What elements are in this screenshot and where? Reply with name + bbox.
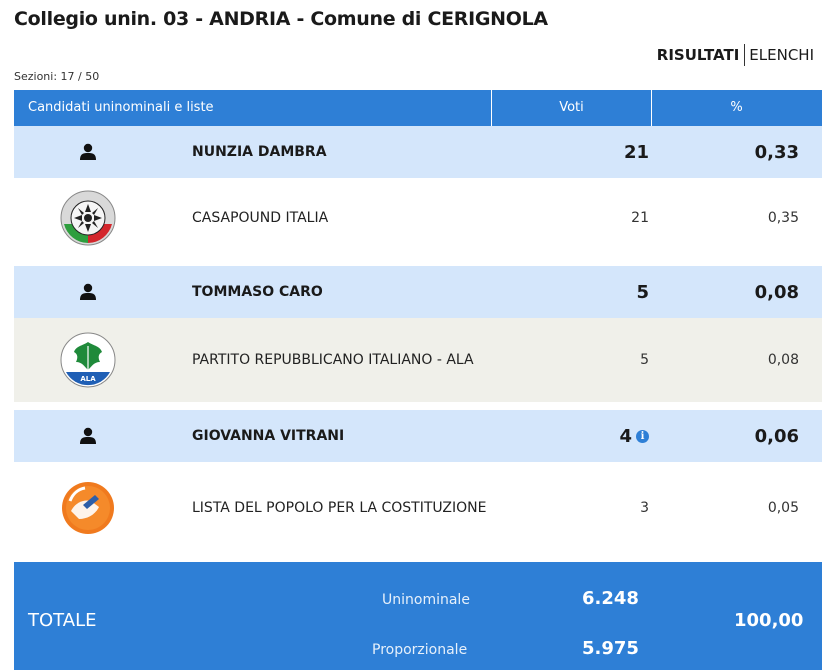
candidate-row[interactable]: TOMMASO CARO 5 0,08 xyxy=(14,266,822,318)
candidate-votes: 5 xyxy=(636,281,649,303)
svg-text:ALA: ALA xyxy=(80,375,96,383)
candidate-percent: 0,33 xyxy=(754,141,799,163)
page-title: Collegio unin. 03 - ANDRIA - Comune di C… xyxy=(14,8,548,30)
list-percent: 0,05 xyxy=(767,500,799,516)
pri-ala-logo-icon: ALA xyxy=(60,332,116,388)
view-toggle: RISULTATI ELENCHI xyxy=(657,44,814,66)
lista-popolo-logo-icon xyxy=(62,482,114,534)
list-name: PARTITO REPUBBLICANO ITALIANO - ALA xyxy=(192,351,474,368)
candidate-row[interactable]: NUNZIA DAMBRA 21 0,33 xyxy=(14,126,822,178)
header-votes: Voti xyxy=(492,90,652,126)
list-row[interactable]: ALA PARTITO REPUBBLICANO ITALIANO - ALA … xyxy=(14,318,822,402)
proporzionale-votes: 5.975 xyxy=(582,638,639,659)
candidate-votes: 21 xyxy=(623,141,649,163)
candidate-votes-cell: 4 i xyxy=(492,410,649,462)
candidate-percent: 0,06 xyxy=(754,425,799,447)
candidate-name: TOMMASO CARO xyxy=(192,284,323,300)
person-icon xyxy=(80,143,96,160)
list-row[interactable]: LISTA DEL POPOLO PER LA COSTITUZIONE 3 0… xyxy=(14,462,822,554)
candidate-percent: 0,08 xyxy=(754,281,799,303)
casapound-logo-icon xyxy=(60,190,116,246)
list-name: LISTA DEL POPOLO PER LA COSTITUZIONE xyxy=(192,499,487,516)
divider xyxy=(744,44,746,66)
candidate-name: NUNZIA DAMBRA xyxy=(192,144,327,160)
list-percent: 0,08 xyxy=(767,352,799,368)
uninominale-label: Uninominale xyxy=(382,592,470,608)
list-votes: 3 xyxy=(640,500,649,516)
candidate-row[interactable]: GIOVANNA VITRANI 4 i 0,06 xyxy=(14,410,822,462)
header-candidates: Candidati uninominali e liste xyxy=(14,90,492,126)
list-row[interactable]: CASAPOUND ITALIA 21 0,35 xyxy=(14,178,822,258)
info-icon[interactable]: i xyxy=(636,429,649,443)
list-votes: 5 xyxy=(640,352,649,368)
candidate-votes: 4 xyxy=(619,425,632,447)
list-percent: 0,35 xyxy=(767,210,799,226)
candidate-name: GIOVANNA VITRANI xyxy=(192,428,345,444)
risultati-tab[interactable]: RISULTATI xyxy=(656,46,740,64)
uninominale-votes: 6.248 xyxy=(582,588,639,609)
totals-label: TOTALE xyxy=(28,610,97,631)
list-votes: 21 xyxy=(631,210,649,226)
person-icon xyxy=(80,427,96,444)
elenchi-tab[interactable]: ELENCHI xyxy=(749,46,814,64)
person-icon xyxy=(80,283,96,300)
header-percent: % xyxy=(730,100,743,115)
proporzionale-label: Proporzionale xyxy=(372,642,468,658)
totals-panel: TOTALE Uninominale 6.248 Proporzionale 5… xyxy=(14,562,822,670)
list-name: CASAPOUND ITALIA xyxy=(192,209,329,226)
sections-count: Sezioni: 17 / 50 xyxy=(14,70,100,83)
totals-percent: 100,00 xyxy=(734,610,804,631)
table-header: Candidati uninominali e liste Voti % xyxy=(14,90,822,126)
